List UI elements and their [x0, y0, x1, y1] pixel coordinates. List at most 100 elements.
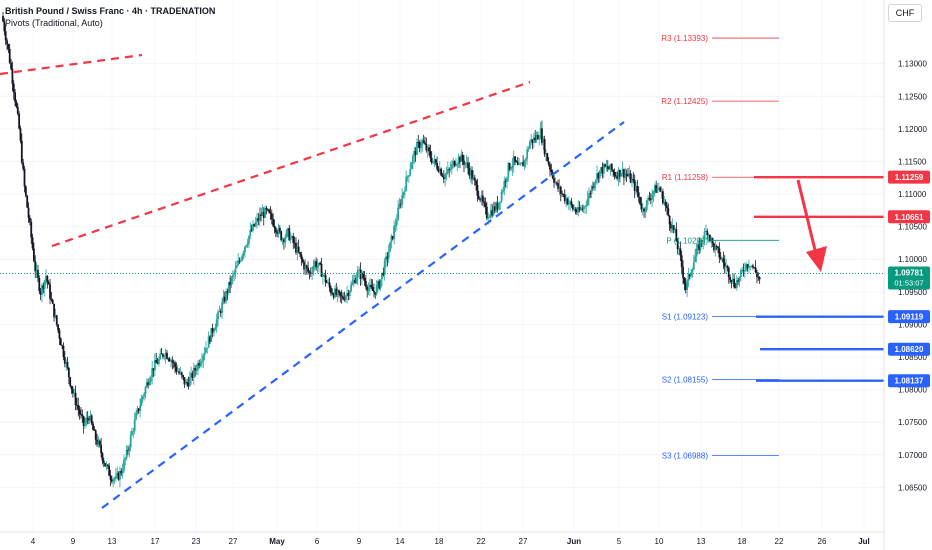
- candle: [649, 193, 652, 204]
- candle: [699, 237, 702, 253]
- candle: [553, 174, 555, 188]
- candle: [119, 466, 121, 488]
- x-tick-label: 22: [477, 537, 486, 546]
- candle: [31, 233, 34, 251]
- candle: [4, 24, 7, 45]
- candle: [422, 134, 425, 144]
- candle: [24, 185, 27, 198]
- candle: [143, 392, 146, 401]
- candle: [109, 470, 112, 487]
- candle: [336, 286, 339, 303]
- candle: [596, 165, 598, 185]
- candle: [742, 263, 745, 277]
- candle: [367, 282, 370, 296]
- candle: [327, 278, 330, 285]
- candle: [80, 406, 82, 419]
- candle: [574, 207, 577, 215]
- candle: [317, 262, 320, 273]
- currency-button[interactable]: CHF: [888, 4, 922, 22]
- candle: [565, 194, 568, 208]
- candle: [592, 181, 594, 191]
- candle: [213, 328, 215, 337]
- time-axis: 4 9 13 17 23 27 May 6 9 14 18 22 27 Jun 5 10 13 18 22 26 Jul: [0, 531, 884, 546]
- candle: [229, 275, 232, 293]
- candle: [696, 240, 699, 255]
- x-tick-label: 22: [775, 537, 784, 546]
- candle: [305, 264, 308, 275]
- key-levels: [754, 175, 884, 382]
- candle: [412, 153, 414, 170]
- x-tick-label: 18: [435, 537, 444, 546]
- candle: [248, 235, 250, 248]
- candle: [757, 272, 760, 281]
- candle: [703, 228, 706, 246]
- candle: [351, 275, 354, 286]
- candle: [496, 195, 499, 213]
- candle: [524, 157, 527, 168]
- candle: [237, 253, 240, 267]
- candle: [660, 186, 663, 199]
- candle: [578, 201, 581, 213]
- candle: [502, 186, 504, 195]
- x-tick-label: 6: [315, 537, 320, 546]
- candle: [719, 252, 722, 261]
- candle: [433, 154, 436, 168]
- candle: [468, 162, 471, 179]
- candle: [480, 190, 483, 206]
- candle: [498, 202, 500, 211]
- candle: [10, 59, 12, 71]
- candle: [386, 251, 389, 267]
- candle: [608, 165, 611, 170]
- candle: [488, 214, 491, 219]
- candle: [625, 169, 628, 183]
- candle: [343, 291, 346, 302]
- candle: [653, 183, 656, 198]
- candle: [295, 237, 297, 255]
- candle: [429, 144, 432, 162]
- candle: [210, 327, 213, 343]
- candle: [257, 213, 260, 226]
- candle: [132, 427, 135, 439]
- candle: [214, 323, 217, 331]
- x-tick-label: 27: [519, 537, 528, 546]
- candle: [722, 251, 725, 270]
- candle: [682, 260, 684, 285]
- candle: [219, 308, 222, 317]
- candle: [346, 285, 348, 304]
- candle: [425, 137, 428, 153]
- candle: [709, 234, 711, 243]
- candle: [261, 204, 264, 217]
- candle: [135, 410, 137, 421]
- candle: [605, 159, 608, 172]
- candle: [387, 244, 390, 264]
- candle: [542, 136, 545, 151]
- candle: [467, 156, 469, 175]
- candle: [738, 276, 741, 287]
- candle: [666, 201, 668, 215]
- indicator-label[interactable]: Pivots (Traditional, Auto): [5, 18, 103, 28]
- svg-text:1.11259: 1.11259: [895, 173, 924, 182]
- candle: [456, 162, 459, 172]
- candle: [371, 279, 374, 292]
- candle: [543, 135, 546, 157]
- candle: [538, 135, 541, 146]
- candle: [510, 166, 512, 172]
- candle: [241, 254, 244, 262]
- candle: [464, 162, 467, 169]
- candle: [205, 341, 207, 354]
- candle: [575, 207, 578, 216]
- candle: [558, 179, 561, 196]
- candle: [520, 161, 523, 165]
- candle: [281, 237, 284, 245]
- candle: [144, 385, 147, 399]
- y-tick-label: 1.06500: [898, 483, 927, 492]
- candle: [123, 454, 125, 473]
- candle: [383, 257, 386, 281]
- candle: [745, 262, 748, 273]
- candle: [690, 269, 693, 279]
- candle: [352, 273, 355, 288]
- candle: [55, 314, 58, 327]
- candle: [354, 274, 357, 285]
- candle: [163, 354, 166, 361]
